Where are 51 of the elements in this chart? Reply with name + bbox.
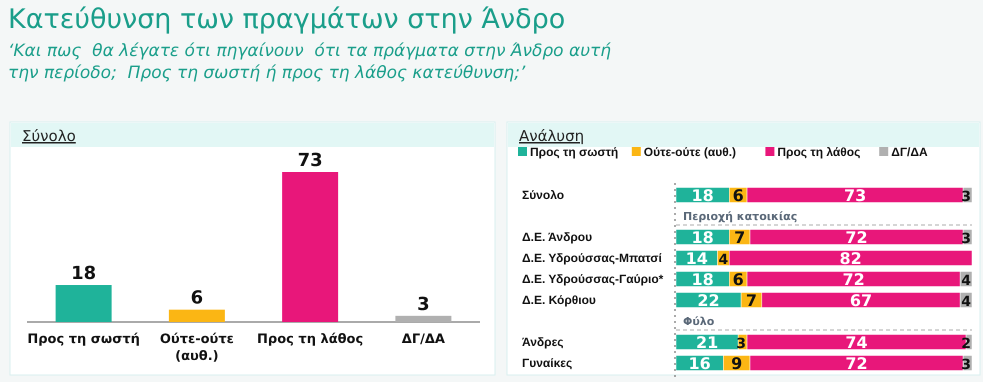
data-label: 6 (190, 288, 204, 309)
data-label: 7 (746, 291, 758, 310)
bar (168, 310, 225, 322)
data-label: 18 (71, 263, 96, 284)
data-label: 18 (692, 228, 714, 247)
x-tick-label: Προς τη σωστή (27, 332, 140, 347)
chart-title: Κατεύθυνση των πραγμάτων στην Άνδρο (8, 4, 566, 35)
chart-subtitle: ‘Και πως θα λέγατε ότι πηγαίνουν ότι τα πράγματα στην Άνδρο αυτή την περίοδο; Προς τη σωστή ή προς τη λάθος κατεύθυνση;’ (8, 41, 612, 83)
data-label: 7 (734, 228, 746, 247)
data-label: 16 (688, 354, 711, 373)
data-label: 21 (696, 333, 718, 352)
y-tick-label: Σύνολο (522, 188, 564, 202)
x-tick-label: ΔΓ/ΔΑ (402, 332, 445, 347)
y-tick-label: Άνδρες (522, 335, 564, 349)
data-label: 22 (697, 291, 720, 310)
data-label: 73 (844, 186, 866, 205)
legend-label: ΔΓ/ΔΑ (891, 145, 928, 159)
bar (282, 172, 338, 322)
annotation: Περιοχή κατοικίας (683, 210, 798, 223)
data-label: 14 (686, 249, 708, 268)
y-tick-label: Δ.Ε. Υδρούσσας-Γαύριο* (522, 272, 664, 286)
data-label: 72 (845, 228, 868, 247)
data-label: 18 (692, 186, 714, 205)
text: Ανάλυση (519, 127, 584, 145)
x-tick-label: Ούτε-ούτε (αυθ.) (160, 332, 234, 364)
data-label: 72 (845, 354, 868, 373)
bar (56, 285, 112, 322)
bar (395, 316, 452, 322)
data-label: 4 (961, 273, 972, 289)
data-label: 82 (840, 249, 862, 268)
data-label: 18 (692, 270, 714, 289)
data-label: 74 (845, 333, 868, 352)
data-label: 4 (718, 252, 729, 268)
data-label: 3 (417, 294, 430, 315)
y-tick-label: Δ.Ε. Υδρούσσας-Μπατσί (522, 251, 662, 265)
data-label: 4 (961, 294, 972, 310)
data-label: 6 (732, 270, 744, 289)
legend-label: Προς τη σωστή (530, 145, 618, 159)
data-label: 6 (732, 186, 744, 205)
legend-label: Προς τη λάθος (777, 145, 860, 159)
y-tick-label: Γυναίκες (522, 356, 572, 370)
data-label: 73 (298, 150, 323, 171)
y-tick-label: Δ.Ε. Άνδρου (522, 230, 592, 244)
y-tick-label: Δ.Ε. Κόρθιου (522, 293, 596, 307)
x-tick-label: Προς τη λάθος (257, 332, 364, 347)
data-label: 72 (842, 270, 865, 289)
data-label: 67 (850, 291, 872, 310)
data-label: 9 (731, 354, 742, 373)
annotation: Φύλο (683, 315, 715, 328)
legend-label: Ούτε-ούτε (αυθ.) (644, 145, 736, 159)
text: Σύνολο (22, 127, 76, 145)
